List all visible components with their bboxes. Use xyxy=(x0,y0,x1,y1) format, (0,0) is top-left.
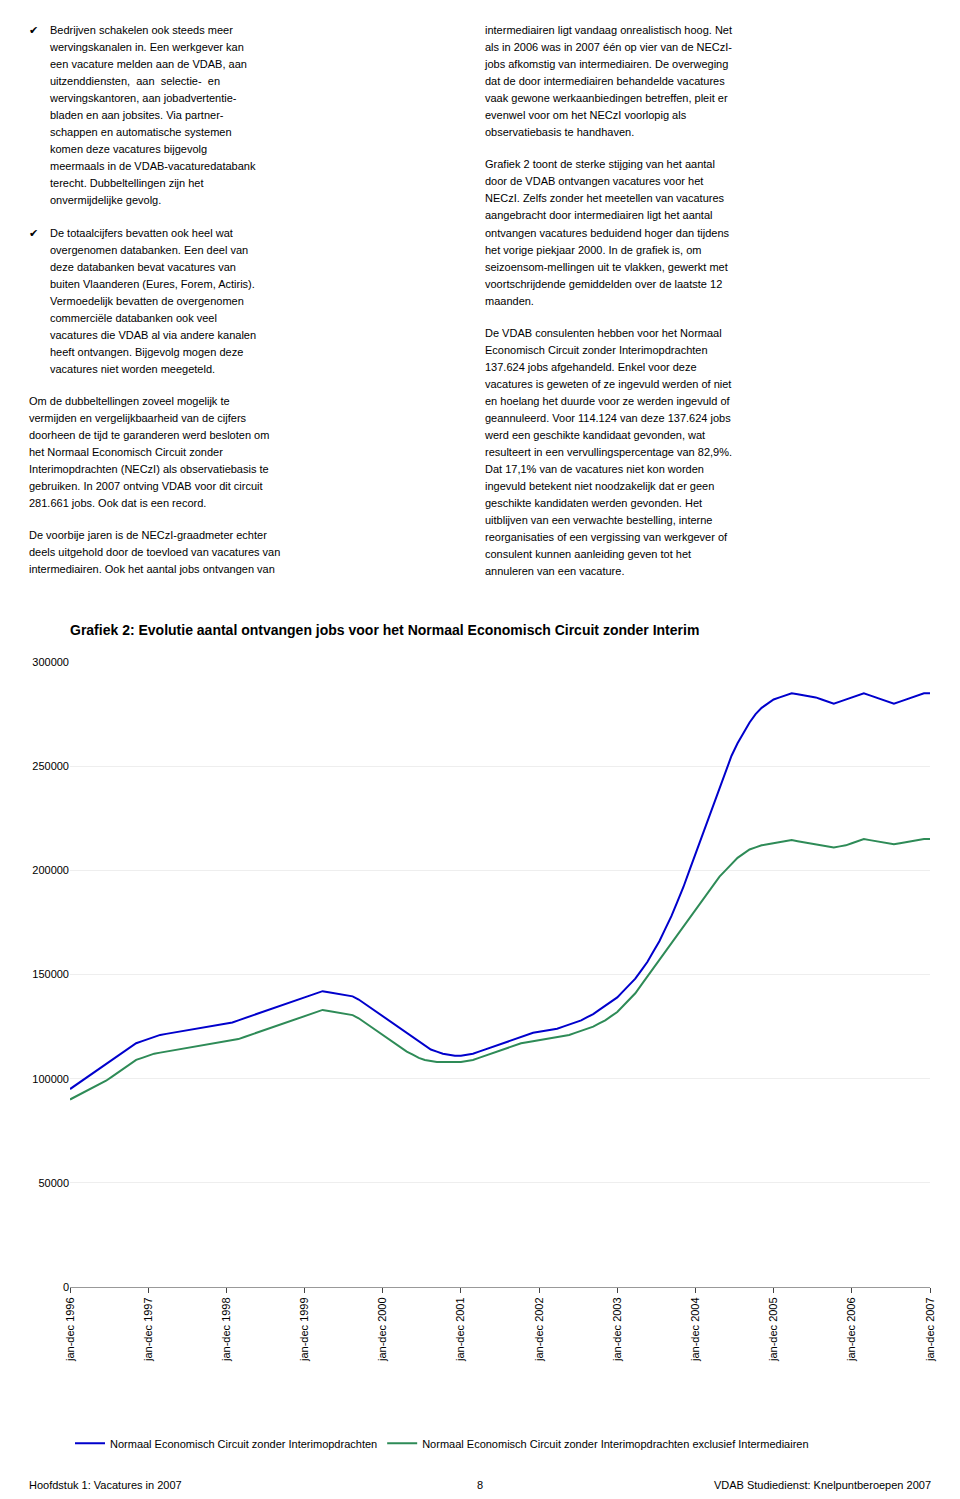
svg-text:jan-dec 2000: jan-dec 2000 xyxy=(376,1297,388,1362)
svg-text:300000: 300000 xyxy=(32,656,69,668)
html-text:De voorbije jaren is de NECzI-: De voorbije jaren is de NECzI-graadmeter… xyxy=(29,529,281,576)
svg-text:jan-dec 2002: jan-dec 2002 xyxy=(533,1297,545,1362)
html-text:VDAB Studiedienst: Knelpuntber: VDAB Studiedienst: Knelpuntberoepen 2007 xyxy=(713,1479,931,1491)
svg-text:jan-dec 2003: jan-dec 2003 xyxy=(611,1297,623,1362)
html-text:Om de dubbeltellingen zoveel m: Om de dubbeltellingen zoveel mogelijk te… xyxy=(29,394,270,510)
svg-text:Normaal Economisch Circuit zon: Normaal Economisch Circuit zonder Interi… xyxy=(422,1438,808,1450)
svg-text:100000: 100000 xyxy=(32,1073,69,1085)
svg-text:150000: 150000 xyxy=(32,968,69,980)
html-text:Bedrijven schakelen ook steeds: Bedrijven schakelen ook steeds meer werv… xyxy=(50,24,256,207)
svg-text:0: 0 xyxy=(63,1281,69,1293)
svg-text:jan-dec 2004: jan-dec 2004 xyxy=(689,1297,701,1362)
svg-text:jan-dec 2006: jan-dec 2006 xyxy=(845,1297,857,1362)
svg-text:Normaal Economisch Circuit zon: Normaal Economisch Circuit zonder Interi… xyxy=(110,1438,377,1450)
svg-text:jan-dec 1996: jan-dec 1996 xyxy=(64,1297,76,1362)
svg-text:250000: 250000 xyxy=(32,760,69,772)
svg-text:Grafiek 2: Evolutie aantal ont: Grafiek 2: Evolutie aantal ontvangen job… xyxy=(70,622,699,638)
html-text:De totaalcijfers bevatten ook: De totaalcijfers bevatten ook heel wat o… xyxy=(50,226,257,375)
svg-text:jan-dec 2007: jan-dec 2007 xyxy=(924,1297,936,1362)
svg-text:jan-dec 2005: jan-dec 2005 xyxy=(767,1297,779,1362)
html-text:De VDAB consulenten hebben voo: De VDAB consulenten hebben voor het Norm… xyxy=(485,326,732,578)
html-text:Grafiek 2 toont de sterke stij: Grafiek 2 toont de sterke stijging van h… xyxy=(485,158,729,307)
svg-text:jan-dec 1997: jan-dec 1997 xyxy=(142,1297,154,1362)
svg-text:jan-dec 1998: jan-dec 1998 xyxy=(220,1297,232,1362)
svg-text:200000: 200000 xyxy=(32,864,69,876)
html-text:intermediairen ligt vandaag on: intermediairen ligt vandaag onrealistisc… xyxy=(485,24,732,139)
html-text:8: 8 xyxy=(476,1479,484,1491)
svg-text:jan-dec 1999: jan-dec 1999 xyxy=(298,1297,310,1362)
svg-text:jan-dec 2001: jan-dec 2001 xyxy=(454,1297,466,1362)
html-text:Hoofdstuk 1: Vacatures in 2007: Hoofdstuk 1: Vacatures in 2007 xyxy=(29,1479,182,1491)
svg-text:50000: 50000 xyxy=(38,1177,69,1189)
